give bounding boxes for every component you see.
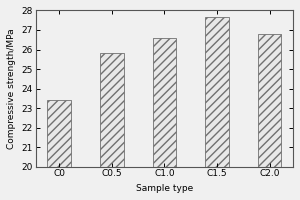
Bar xyxy=(258,34,281,167)
Bar xyxy=(152,38,176,167)
Bar xyxy=(205,17,229,167)
Bar xyxy=(47,100,71,167)
Y-axis label: Compressive strength/MPa: Compressive strength/MPa xyxy=(7,28,16,149)
X-axis label: Sample type: Sample type xyxy=(136,184,193,193)
Bar xyxy=(100,53,124,167)
